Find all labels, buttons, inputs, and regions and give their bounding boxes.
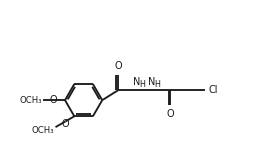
Text: OCH₃: OCH₃ [32,126,54,135]
Text: OCH₃: OCH₃ [20,96,42,105]
Text: N: N [148,77,155,87]
Text: N: N [133,77,140,87]
Text: Cl: Cl [208,85,218,95]
Text: H: H [154,80,160,89]
Text: O: O [61,118,69,128]
Text: O: O [167,109,174,119]
Text: H: H [139,80,145,89]
Text: O: O [114,61,122,71]
Text: O: O [50,95,57,105]
